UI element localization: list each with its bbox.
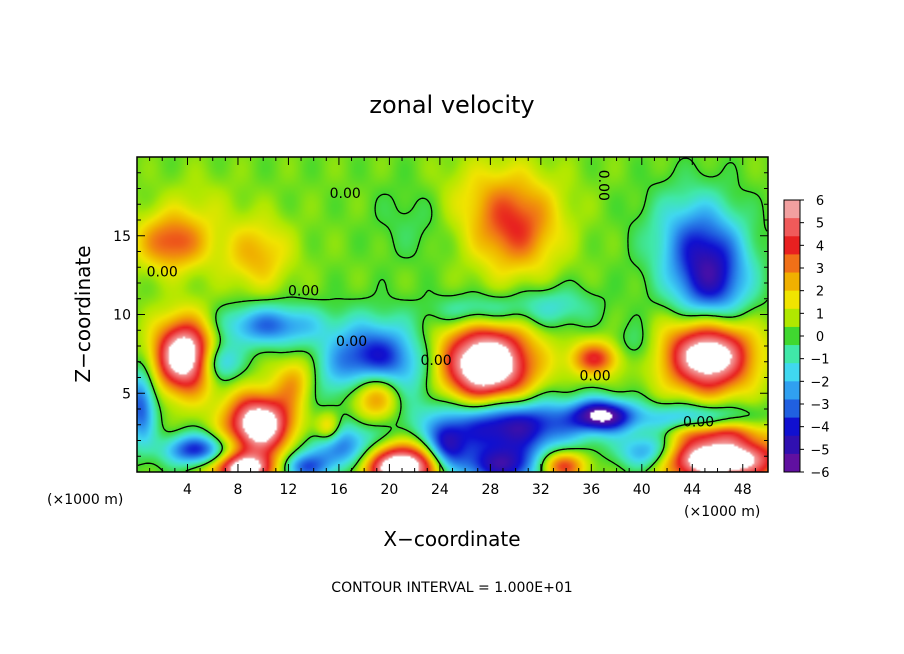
colorbar-swatch <box>784 345 800 364</box>
contour-label: 0.00 <box>336 334 367 350</box>
x-tick-label: 4 <box>183 482 192 498</box>
colorbar-tick-label: 3 <box>816 262 824 277</box>
colorbar-tick-label: −6 <box>810 466 829 481</box>
y-tick-label: 10 <box>113 308 131 324</box>
x-tick-label: 36 <box>582 482 600 498</box>
colorbar-tick-label: 1 <box>816 307 824 322</box>
contour-label: 0.00 <box>421 353 452 369</box>
x-tick-label: 48 <box>734 482 752 498</box>
colorbar-swatch <box>784 272 800 292</box>
x-unit-right: (×1000 m) <box>684 504 760 520</box>
colorbar-swatch <box>784 363 800 382</box>
colorbar-tick-label: −1 <box>810 353 829 368</box>
colorbar-tick-label: 4 <box>816 239 824 254</box>
x-tick-label: 20 <box>380 482 398 498</box>
colorbar-swatch <box>784 435 800 455</box>
colorbar: 6 5 4 3 2 1 0 −1 −2 −3 −4 −5 −6 <box>783 194 830 481</box>
x-unit-left: (×1000 m) <box>47 492 123 508</box>
contour-label: 0.00 <box>330 186 361 202</box>
colorbar-swatch <box>784 308 800 328</box>
x-tick-label: 44 <box>683 482 701 498</box>
colorbar-tick-label: −2 <box>810 375 829 390</box>
contour-label: 0.00 <box>683 414 714 430</box>
y-tick-label: 5 <box>122 386 131 402</box>
colorbar-tick-label: −3 <box>810 398 829 413</box>
x-tick-label: 32 <box>532 482 550 498</box>
colorbar-swatch <box>784 326 800 346</box>
contour-zero <box>137 157 768 472</box>
colorbar-swatch <box>784 399 800 419</box>
contour-label: 0.00 <box>595 170 611 201</box>
colorbar-swatch <box>784 200 800 219</box>
colorbar-tick-label: 0 <box>816 330 824 345</box>
contour-label: 0.00 <box>580 369 611 385</box>
x-tick-label: 24 <box>431 482 449 498</box>
velocity-field-image <box>137 157 768 472</box>
y-axis-label: Z−coordinate <box>71 245 95 382</box>
zero-contour-lines <box>137 157 768 472</box>
contour-label: 0.00 <box>147 265 178 281</box>
x-tick-label: 16 <box>330 482 348 498</box>
colorbar-tick-label: 2 <box>816 285 824 300</box>
colorbar-swatch <box>784 417 800 437</box>
x-tick-label: 8 <box>233 482 242 498</box>
colorbar-swatch <box>784 218 800 237</box>
chart-title: zonal velocity <box>369 91 534 119</box>
x-tick-label: 40 <box>633 482 651 498</box>
x-tick-label: 28 <box>481 482 499 498</box>
colorbar-swatch <box>784 381 800 400</box>
colorbar-tick-label: 6 <box>816 194 824 209</box>
y-tick-label: 15 <box>113 229 131 245</box>
colorbar-tick-label: −5 <box>810 443 829 458</box>
colorbar-swatch <box>784 254 800 274</box>
colorbar-swatch <box>784 290 800 310</box>
colorbar-tick-label: 5 <box>816 217 824 232</box>
contour-label: 0.00 <box>288 284 319 300</box>
x-axis-label: X−coordinate <box>383 527 520 551</box>
plot-area: 0.00 0.00 0.00 0.00 0.00 0.00 0.00 0.00 <box>137 157 768 472</box>
colorbar-swatch <box>784 236 800 255</box>
x-axis-ticks: 4 8 12 16 20 24 28 32 36 40 44 48 <box>149 157 756 498</box>
colorbar-tick-label: −4 <box>810 421 829 436</box>
contour-interval-note: CONTOUR INTERVAL = 1.000E+01 <box>331 580 572 596</box>
x-tick-label: 12 <box>280 482 298 498</box>
y-axis-ticks: 5 10 15 <box>113 172 768 457</box>
colorbar-swatch <box>784 453 800 473</box>
contour-labels: 0.00 0.00 0.00 0.00 0.00 0.00 0.00 0.00 <box>147 170 715 431</box>
